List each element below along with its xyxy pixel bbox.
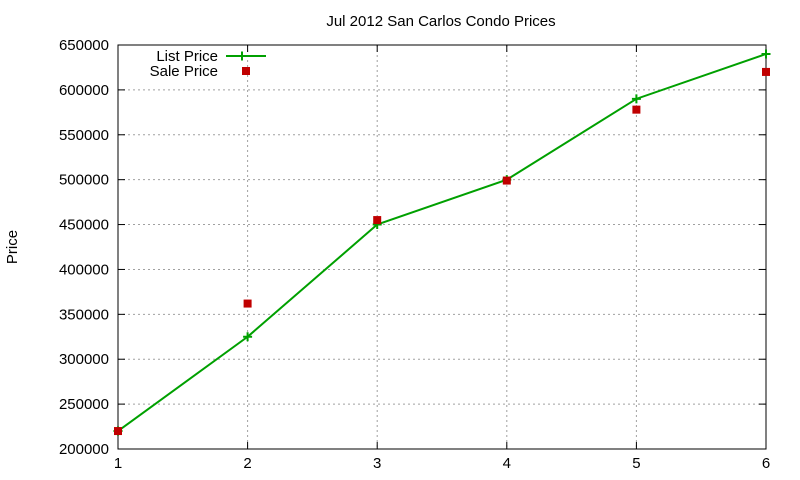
x-tick-label: 3 <box>373 455 381 472</box>
y-tick-label: 450000 <box>59 217 109 234</box>
list-price-line <box>117 53 767 432</box>
y-tick-label: 400000 <box>59 261 109 278</box>
list-price-point <box>631 94 641 104</box>
y-tick-label: 500000 <box>59 172 109 189</box>
y-tick-label: 600000 <box>59 82 109 99</box>
list-price-point <box>761 49 771 59</box>
x-tick-label: 2 <box>243 455 251 472</box>
y-tick-label: 250000 <box>59 396 109 413</box>
x-tick-label: 6 <box>762 455 770 472</box>
chart-title: Jul 2012 San Carlos Condo Prices <box>326 13 555 30</box>
x-tick-label: 5 <box>632 455 640 472</box>
grid <box>118 45 766 449</box>
x-tick-label: 4 <box>503 455 511 472</box>
legend-label-list-price: List Price <box>156 48 218 65</box>
legend-label-sale-price: Sale Price <box>150 63 218 80</box>
plot-frame <box>117 44 767 450</box>
list-price-point <box>243 332 253 342</box>
y-tick-label: 550000 <box>59 127 109 144</box>
x-tick-label: 1 <box>114 455 122 472</box>
y-tick-label: 350000 <box>59 306 109 323</box>
y-tick-label: 300000 <box>59 351 109 368</box>
sale-price-point <box>762 67 770 76</box>
sale-price-point <box>243 299 252 308</box>
sale-price-point <box>632 105 641 114</box>
legend-marker-sale-price <box>242 67 250 75</box>
sale-price-point <box>502 176 511 185</box>
y-axis-label: Price <box>4 230 21 264</box>
axis-ticks: 1 2 3 4 5 6 200000 250000 300000 350000 400000 4500… <box>59 37 770 472</box>
legend: List Price Sale Price <box>150 48 266 80</box>
sale-price-point <box>114 427 122 436</box>
legend-marker-list-price <box>237 51 247 61</box>
sale-price-point <box>373 216 382 225</box>
series <box>113 49 771 436</box>
y-tick-label: 650000 <box>59 37 109 54</box>
y-tick-label: 200000 <box>59 441 109 458</box>
